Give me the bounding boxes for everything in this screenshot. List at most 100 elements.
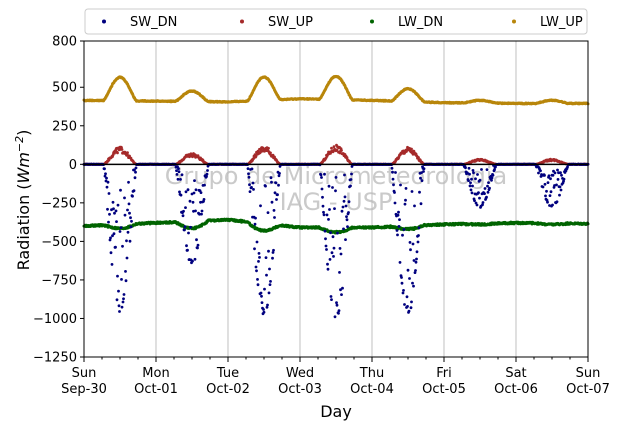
data-point: [272, 248, 275, 252]
x-tick-label-date: Oct-03: [278, 382, 322, 397]
data-point: [121, 300, 125, 304]
data-point: [469, 188, 473, 192]
data-point: [334, 189, 337, 193]
data-point: [270, 200, 274, 204]
data-point: [329, 295, 333, 298]
data-point: [410, 147, 413, 151]
data-point: [277, 183, 280, 187]
data-point: [325, 213, 329, 217]
data-point: [320, 176, 323, 179]
data-point: [414, 269, 417, 272]
x-tick-label-day: Sun: [576, 366, 601, 381]
data-point: [127, 202, 131, 206]
data-point: [417, 234, 420, 237]
data-point: [483, 187, 487, 190]
watermark-line-2: IAG - USP: [280, 188, 393, 216]
data-point: [345, 156, 349, 159]
data-point: [539, 169, 542, 173]
x-tick-label-day: Tue: [216, 366, 239, 381]
data-point: [547, 174, 551, 178]
data-point: [490, 178, 493, 182]
legend: SW_DN SW_UP LW_DN LW_UP: [84, 8, 588, 35]
data-point: [113, 211, 116, 215]
data-point: [114, 245, 117, 249]
data-point: [116, 151, 119, 155]
data-point: [477, 191, 480, 195]
x-axis: SunSep-30MonOct-01TueOct-02WedOct-03ThuO…: [61, 357, 610, 397]
data-point: [551, 203, 554, 207]
legend-marker: [240, 19, 244, 24]
data-point: [558, 193, 561, 197]
data-point: [397, 225, 401, 228]
data-point: [391, 177, 395, 181]
data-point: [470, 191, 474, 195]
data-point: [494, 165, 497, 169]
data-point: [341, 205, 345, 209]
data-point: [420, 179, 424, 183]
data-point: [129, 216, 132, 220]
data-point: [256, 278, 259, 281]
data-point: [392, 183, 395, 187]
data-point: [178, 190, 181, 194]
data-point: [111, 200, 115, 204]
data-point: [326, 267, 330, 271]
x-tick-label-day: Wed: [286, 366, 314, 381]
data-point: [556, 168, 559, 172]
data-point: [126, 208, 129, 212]
data-point: [415, 250, 419, 254]
data-point: [112, 207, 115, 211]
data-point: [248, 190, 252, 194]
data-point: [417, 156, 420, 159]
data-point: [467, 166, 471, 170]
data-point: [269, 151, 272, 155]
data-point: [182, 209, 185, 213]
data-point: [265, 305, 269, 309]
data-point: [407, 309, 411, 313]
data-point: [415, 257, 418, 261]
data-point: [396, 213, 400, 217]
data-point: [273, 191, 277, 195]
data-point: [118, 230, 122, 233]
data-point: [105, 176, 108, 180]
data-point: [264, 256, 268, 259]
data-point: [263, 287, 266, 291]
data-point: [253, 222, 257, 226]
data-point: [319, 173, 323, 177]
data-point: [125, 239, 128, 243]
data-point: [471, 184, 474, 188]
data-point: [179, 178, 182, 181]
data-point: [114, 209, 118, 213]
data-point: [553, 171, 557, 175]
data-point: [401, 233, 404, 237]
data-point: [129, 225, 133, 229]
x-tick-label-day: Sun: [72, 366, 97, 381]
data-point: [408, 277, 411, 280]
data-point: [111, 234, 114, 238]
data-point: [548, 194, 552, 198]
data-point: [259, 204, 262, 208]
data-point: [488, 186, 491, 190]
data-point: [109, 251, 113, 255]
legend-label: LW_DN: [398, 15, 443, 30]
data-point: [541, 185, 545, 189]
y-tick-label: −750: [41, 273, 77, 288]
data-point: [131, 194, 134, 198]
data-point: [402, 289, 405, 292]
data-point: [490, 176, 494, 180]
data-point: [184, 206, 187, 210]
data-point: [108, 212, 111, 216]
data-point: [199, 191, 203, 195]
legend-label: LW_UP: [540, 15, 583, 30]
data-point: [128, 211, 131, 215]
data-point: [391, 170, 394, 174]
data-point: [337, 311, 340, 315]
data-point: [134, 170, 137, 174]
data-point: [175, 173, 179, 176]
data-point: [419, 176, 422, 180]
data-point: [264, 184, 267, 188]
data-point: [546, 181, 550, 185]
data-point: [115, 298, 119, 302]
data-point: [254, 155, 258, 158]
data-point: [112, 232, 116, 236]
data-point: [471, 169, 475, 172]
